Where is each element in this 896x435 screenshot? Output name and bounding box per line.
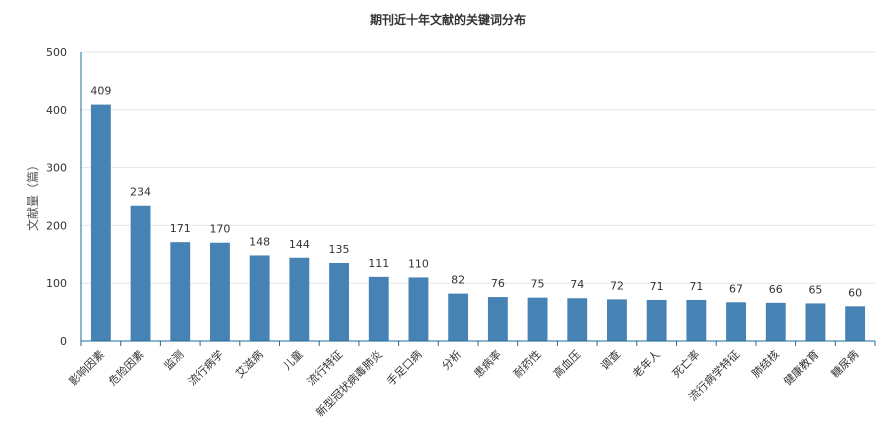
x-tick-label: 耐药性 [510,347,543,380]
bar [249,255,270,341]
bars [90,104,866,342]
data-label: 135 [329,243,350,256]
data-label: 66 [769,283,783,296]
bar [289,257,310,341]
bar [607,299,627,341]
y-tick-label: 200 [46,219,67,232]
data-label: 110 [408,257,429,270]
y-tick-label: 300 [46,162,67,175]
y-tick-label: 500 [46,46,67,59]
x-tick-label: 调查 [598,347,623,372]
data-label: 67 [729,282,743,295]
x-tick-label: 分析 [439,347,464,372]
y-tick-label: 0 [60,335,67,348]
bar [448,293,469,341]
bar [726,302,746,341]
x-tick-label: 健康教育 [781,347,822,388]
bar [368,276,389,341]
bar [527,297,548,341]
data-label: 170 [209,223,230,236]
x-tick-label: 危险因素 [106,347,147,388]
y-axis-label: 文献量（篇） [25,159,40,231]
bar [765,302,786,341]
data-label: 111 [368,257,389,270]
bar [170,242,191,341]
chart-title: 期刊近十年文献的关键词分布 [370,12,526,27]
x-tick-label: 新型冠状病毒肺炎 [313,347,385,419]
data-label: 148 [249,235,270,248]
y-tick-label: 400 [46,104,67,117]
bar [329,262,349,341]
data-label: 60 [848,286,862,299]
data-label: 144 [289,238,310,251]
data-label: 65 [808,283,822,296]
bar [567,298,588,341]
data-label: 76 [491,277,505,290]
data-label: 409 [90,85,111,98]
x-tick-label: 艾滋病 [233,347,266,380]
y-tick-label: 100 [46,277,67,290]
bar [130,205,151,341]
labels: 0 100 200 300 400 500 409 影响因素 234 危险因素 171 监测 170 流行… [46,46,862,419]
data-label: 72 [610,279,624,292]
x-tick-label: 肺结核 [749,347,782,380]
data-label: 75 [531,278,545,291]
bar [210,242,230,341]
bar [646,299,667,341]
x-tick-label: 死亡率 [669,347,702,380]
bar [845,306,866,341]
bar [487,297,508,341]
data-label: 82 [451,274,465,287]
bar [408,277,429,341]
data-label: 234 [130,186,151,199]
data-label: 71 [689,280,703,293]
x-tick-label: 糖尿病 [828,347,861,380]
x-tick-label: 流行病学 [185,347,226,388]
x-tick-label: 高血压 [550,347,583,380]
bar [686,299,707,341]
axes [80,52,876,346]
x-tick-label: 监测 [162,348,187,373]
x-tick-label: 手足口病 [384,347,425,388]
data-label: 171 [170,222,191,235]
x-tick-label: 流行特征 [304,347,345,388]
gridlines [81,51,875,284]
data-label: 71 [650,280,664,293]
data-label: 74 [570,278,584,291]
x-tick-label: 老年人 [630,347,663,380]
bar [805,303,826,341]
bar [90,104,111,342]
x-tick-label: 儿童 [280,347,305,372]
x-tick-label: 患病率 [471,347,504,380]
x-tick-label: 影响因素 [67,348,107,388]
